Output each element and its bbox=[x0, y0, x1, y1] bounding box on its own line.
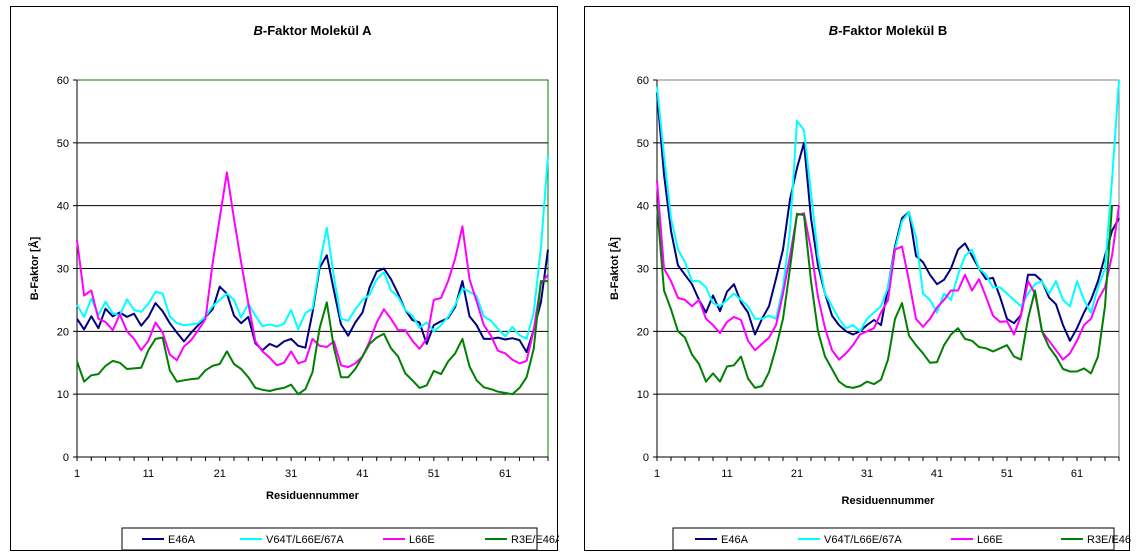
y-axis-label: B-Faktor [Å] bbox=[28, 236, 41, 300]
chart-title: B-Faktor Molekül A bbox=[254, 23, 373, 38]
y-tick-label: 40 bbox=[637, 201, 649, 213]
y-tick-label: 60 bbox=[637, 75, 649, 87]
legend-entry: V64T/L66E/67A bbox=[266, 534, 344, 546]
x-tick-label: 1 bbox=[654, 468, 660, 480]
y-tick-label: 50 bbox=[637, 138, 649, 150]
y-tick-label: 50 bbox=[57, 138, 69, 150]
x-tick-label: 41 bbox=[356, 468, 368, 480]
chart-panel-molekul-a: B-Faktor Molekül A 0 10 20 30 40 50 60 1 11 21 31 41… bbox=[10, 6, 559, 551]
series-line-r3e-e46a-l66e bbox=[76, 280, 548, 396]
legend-entry: E46A bbox=[168, 534, 196, 546]
x-tick-label: 61 bbox=[1071, 468, 1083, 480]
x-tick-label: 11 bbox=[143, 468, 154, 480]
y-axis-label: B-Faktot [Å] bbox=[608, 237, 621, 300]
legend-entry: R3E/E46A/L66E bbox=[1087, 534, 1131, 546]
x-axis-label: Residuennummer bbox=[266, 490, 360, 502]
legend-entry: L66E bbox=[977, 534, 1003, 546]
y-tick-label: 40 bbox=[57, 201, 69, 213]
x-tick-label: 11 bbox=[721, 468, 732, 480]
chart-title: B-Faktor Molekül B bbox=[829, 23, 947, 38]
x-tick-label: 1 bbox=[74, 468, 80, 480]
y-tick-label: 20 bbox=[637, 326, 649, 338]
legend-entry: L66E bbox=[409, 534, 435, 546]
x-tick-label: 61 bbox=[499, 468, 511, 480]
x-axis-label: Residuennummer bbox=[842, 495, 936, 507]
y-tick-label: 10 bbox=[57, 389, 69, 401]
x-tick-label: 51 bbox=[1001, 468, 1013, 480]
x-tick-label: 21 bbox=[214, 468, 226, 480]
legend-entry: V64T/L66E/67A bbox=[824, 534, 902, 546]
series-line-e46a bbox=[76, 249, 549, 354]
y-tick-label: 60 bbox=[57, 75, 69, 87]
legend bbox=[121, 527, 538, 551]
y-tick-label: 0 bbox=[63, 452, 69, 464]
legend-entry: R3E/E46A/L66E bbox=[511, 534, 559, 546]
y-tick-label: 20 bbox=[57, 326, 69, 338]
x-tick-label: 51 bbox=[428, 468, 440, 480]
legend-entry: E46A bbox=[721, 534, 749, 546]
legend bbox=[672, 527, 1115, 551]
x-tick-label: 31 bbox=[861, 468, 873, 480]
y-tick-label: 30 bbox=[637, 264, 649, 276]
chart-panel-molekul-b: B-Faktor Molekül B 0 10 20 30 40 50 60 1 11 21 31 41… bbox=[584, 6, 1131, 551]
y-tick-label: 30 bbox=[57, 264, 69, 276]
x-tick-label: 31 bbox=[285, 468, 297, 480]
y-tick-label: 0 bbox=[643, 452, 649, 464]
series-line-l66e bbox=[76, 171, 549, 369]
x-tick-label: 41 bbox=[931, 468, 943, 480]
series-line-v64t-l66e-67a bbox=[76, 155, 549, 340]
x-tick-label: 21 bbox=[791, 468, 803, 480]
series-line-v64t-l66e-67a bbox=[656, 79, 1120, 333]
y-tick-label: 10 bbox=[637, 389, 649, 401]
series-line-r3e-e46a-l66e bbox=[656, 205, 1113, 389]
